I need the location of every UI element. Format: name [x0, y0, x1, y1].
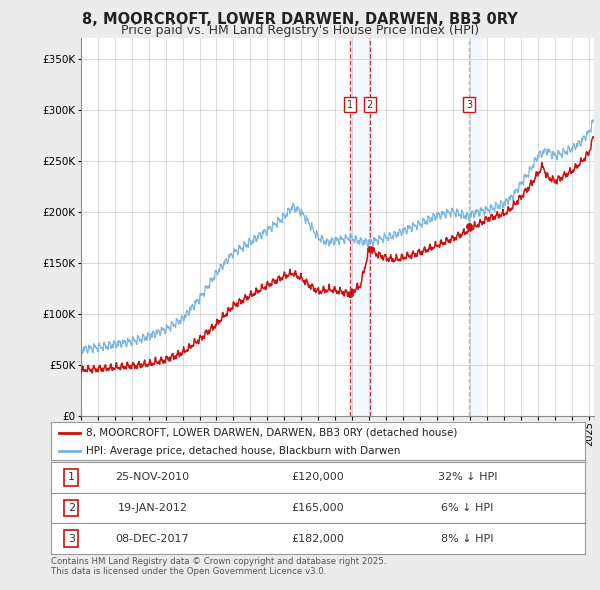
Text: 3: 3 — [68, 534, 75, 543]
Text: 8, MOORCROFT, LOWER DARWEN, DARWEN, BB3 0RY (detached house): 8, MOORCROFT, LOWER DARWEN, DARWEN, BB3 … — [86, 428, 457, 438]
Text: 8, MOORCROFT, LOWER DARWEN, DARWEN, BB3 0RY: 8, MOORCROFT, LOWER DARWEN, DARWEN, BB3 … — [82, 12, 518, 27]
Text: 6% ↓ HPI: 6% ↓ HPI — [442, 503, 494, 513]
Text: 1: 1 — [68, 473, 75, 482]
Text: 3: 3 — [466, 100, 472, 110]
Text: Price paid vs. HM Land Registry's House Price Index (HPI): Price paid vs. HM Land Registry's House … — [121, 24, 479, 37]
Text: Contains HM Land Registry data © Crown copyright and database right 2025.
This d: Contains HM Land Registry data © Crown c… — [51, 557, 386, 576]
Text: £182,000: £182,000 — [292, 534, 344, 543]
Text: 19-JAN-2012: 19-JAN-2012 — [118, 503, 187, 513]
Text: 25-NOV-2010: 25-NOV-2010 — [115, 473, 190, 482]
Text: 08-DEC-2017: 08-DEC-2017 — [116, 534, 189, 543]
Text: £165,000: £165,000 — [292, 503, 344, 513]
Bar — [350, 38, 370, 416]
Text: £120,000: £120,000 — [292, 473, 344, 482]
Text: 2: 2 — [68, 503, 75, 513]
Text: 8% ↓ HPI: 8% ↓ HPI — [441, 534, 494, 543]
Text: 1: 1 — [347, 100, 353, 110]
Text: 32% ↓ HPI: 32% ↓ HPI — [438, 473, 497, 482]
Text: 2: 2 — [367, 100, 373, 110]
Text: HPI: Average price, detached house, Blackburn with Darwen: HPI: Average price, detached house, Blac… — [86, 445, 400, 455]
Bar — [469, 38, 481, 416]
